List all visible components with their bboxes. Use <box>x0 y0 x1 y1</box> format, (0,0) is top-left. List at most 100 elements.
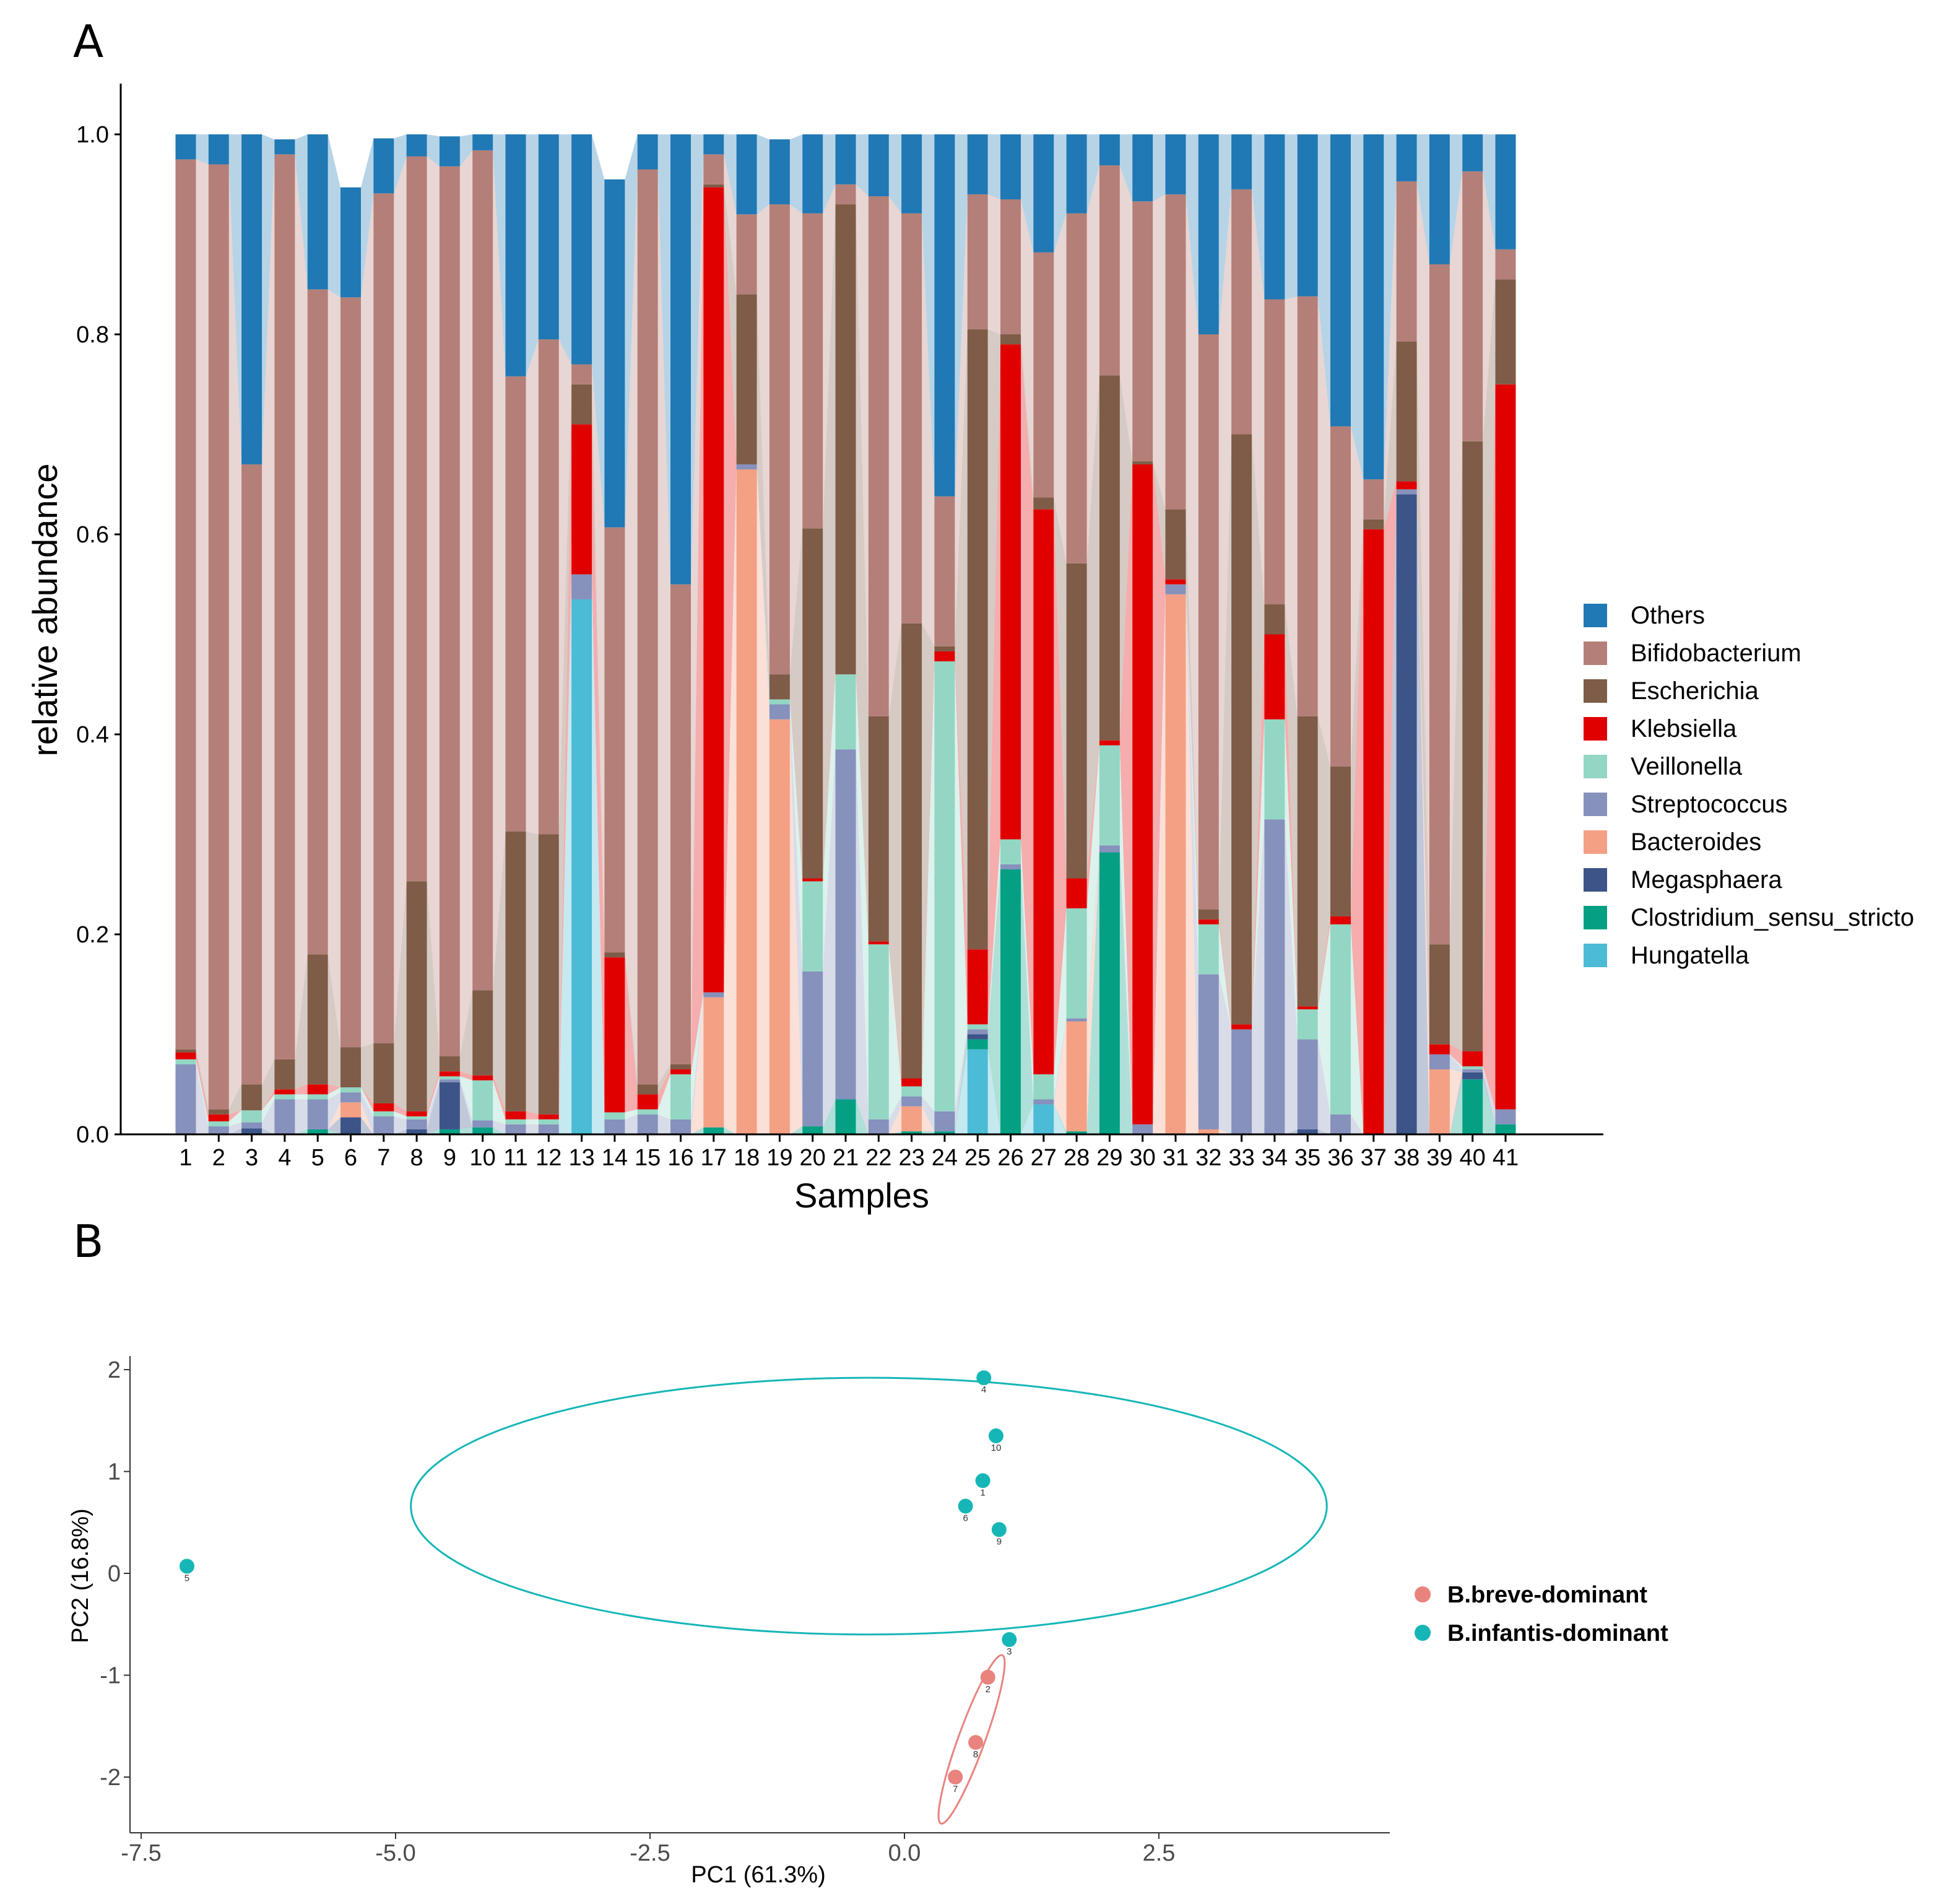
flow-band-others <box>1317 134 1330 427</box>
x-tick-label: 36 <box>1327 1145 1353 1171</box>
flow-band-bacteroides <box>691 997 704 1134</box>
bar-segment-streptococcus <box>901 1096 922 1106</box>
flow-band-streptococcus <box>691 992 704 1134</box>
flow-band-others <box>459 134 473 167</box>
bar-segment-clostridium-sensu-stricto <box>439 1129 460 1134</box>
bar-segment-bifidobacterium <box>1396 181 1417 342</box>
bar-segment-bacteroides <box>1066 1021 1087 1132</box>
flow-band-others <box>1218 134 1232 334</box>
flow-band-veillonella <box>394 1111 407 1119</box>
bar-segment-bifidobacterium <box>208 164 229 1110</box>
flow-band-veillonella <box>789 699 803 972</box>
flow-band-veillonella <box>888 944 902 1119</box>
flow-band-bifidobacterium <box>1483 171 1496 441</box>
flow-band-veillonella <box>361 1087 374 1116</box>
flow-band-bifidobacterium <box>856 184 869 716</box>
flow-band-streptococcus <box>724 464 737 998</box>
flow-band-klebsiella <box>493 1075 506 1119</box>
flow-band-hungatella <box>1054 1104 1067 1134</box>
bar-segment-klebsiella <box>1429 1044 1450 1054</box>
bar-segment-others <box>1231 134 1252 189</box>
bar-segment-klebsiella <box>505 1111 526 1119</box>
bar-segment-streptococcus <box>373 1116 394 1134</box>
flow-band-klebsiella <box>526 1111 539 1119</box>
flow-band-veillonella <box>1054 908 1067 1100</box>
flow-band-streptococcus <box>493 1120 506 1134</box>
flow-band-bifidobacterium <box>394 156 407 1044</box>
flow-band-megasphaera <box>262 1128 275 1134</box>
bar-segment-escherichia <box>406 881 427 1111</box>
flow-band-bacteroides <box>1153 594 1166 1134</box>
bar-segment-clostridium-sensu-stricto <box>703 1127 724 1134</box>
flow-band-others <box>1086 134 1099 214</box>
flow-band-klebsiella <box>1186 579 1199 924</box>
bar-segment-escherichia <box>1165 509 1186 580</box>
bar-segment-veillonella <box>1099 745 1120 846</box>
pca-y-tick-label: 2 <box>108 1357 121 1383</box>
x-tick-label: 16 <box>667 1145 693 1171</box>
bar-segment-streptococcus <box>1264 819 1285 1134</box>
flow-band-bacteroides <box>1186 594 1199 1134</box>
flow-band-bifidobacterium <box>1285 296 1298 716</box>
pca-legend-marker-b-breve-dominant <box>1415 1586 1431 1602</box>
bar-segment-streptococcus <box>1033 1099 1054 1105</box>
flow-band-klebsiella <box>625 957 638 1113</box>
flow-band-hungatella <box>558 599 572 1134</box>
flow-band-escherichia <box>295 954 308 1090</box>
flow-band-veillonella <box>1449 1054 1463 1070</box>
flow-band-bifidobacterium <box>262 154 275 1085</box>
bar-segment-streptococcus <box>175 1064 196 1134</box>
flow-band-escherichia <box>1351 519 1364 916</box>
bar-segment-escherichia <box>571 384 592 425</box>
flow-band-escherichia <box>756 294 769 700</box>
flow-band-clostridium-sensu-stricto <box>987 869 1000 1134</box>
bar-segment-others <box>307 134 328 290</box>
bar-segment-bifidobacterium <box>1462 171 1483 441</box>
bar-segment-bacteroides <box>736 469 757 1134</box>
flow-band-others <box>1054 134 1067 253</box>
flow-band-streptococcus <box>526 1124 539 1134</box>
bar-segment-klebsiella <box>868 941 889 945</box>
bar-segment-bifidobacterium <box>736 214 757 295</box>
flow-band-bifidobacterium <box>427 156 440 1057</box>
bar-segment-streptococcus <box>967 1029 988 1035</box>
bar-segment-others <box>1165 134 1186 194</box>
flow-band-streptococcus <box>789 704 803 1127</box>
legend-swatch-clostridium-sensu-stricto <box>1584 906 1607 929</box>
bar-segment-streptococcus <box>307 1099 328 1129</box>
bar-segment-others <box>175 134 196 160</box>
y-tick-label: 0.6 <box>76 522 109 548</box>
flow-band-veillonella <box>1186 584 1199 975</box>
bar-segment-others <box>439 136 460 167</box>
bar-segment-veillonella <box>1066 908 1087 1019</box>
flow-band-bifidobacterium <box>1186 194 1199 910</box>
bar-segment-megasphaera <box>1462 1072 1483 1080</box>
pca-y-tick-label: -2 <box>100 1765 121 1791</box>
point-b-infantis-dominant <box>1002 1632 1017 1647</box>
flow-band-others <box>1416 134 1429 264</box>
y-tick-label: 0.0 <box>76 1122 109 1148</box>
flow-band-others <box>196 134 209 165</box>
flow-band-others <box>558 134 572 365</box>
x-tick-label: 17 <box>701 1145 727 1171</box>
flow-band-klebsiella <box>1285 634 1298 1010</box>
flow-band-bifidobacterium <box>1449 171 1463 945</box>
flow-band-streptococcus <box>756 464 769 719</box>
x-tick-label: 28 <box>1064 1145 1090 1171</box>
flow-band-escherichia <box>1218 434 1232 1025</box>
flow-band-klebsiella <box>856 674 869 945</box>
flow-band-bifidobacterium <box>823 184 836 529</box>
flow-band-bifidobacterium <box>361 193 374 1048</box>
flow-band-escherichia <box>1384 341 1397 529</box>
flow-band-veillonella <box>691 992 704 1119</box>
bar-segment-megasphaera <box>1396 494 1417 1134</box>
bar-segment-others <box>406 134 427 157</box>
flow-band-others <box>228 134 242 464</box>
legend-swatch-megasphaera <box>1584 868 1607 892</box>
bar-segment-veillonella <box>439 1076 460 1080</box>
flow-band-bacteroides <box>922 1106 935 1132</box>
flow-band-megasphaera <box>228 1128 242 1134</box>
flow-band-bifidobacterium <box>295 154 308 1059</box>
flow-band-streptococcus <box>558 574 572 1134</box>
flow-band-clostridium-sensu-stricto <box>823 1099 836 1134</box>
